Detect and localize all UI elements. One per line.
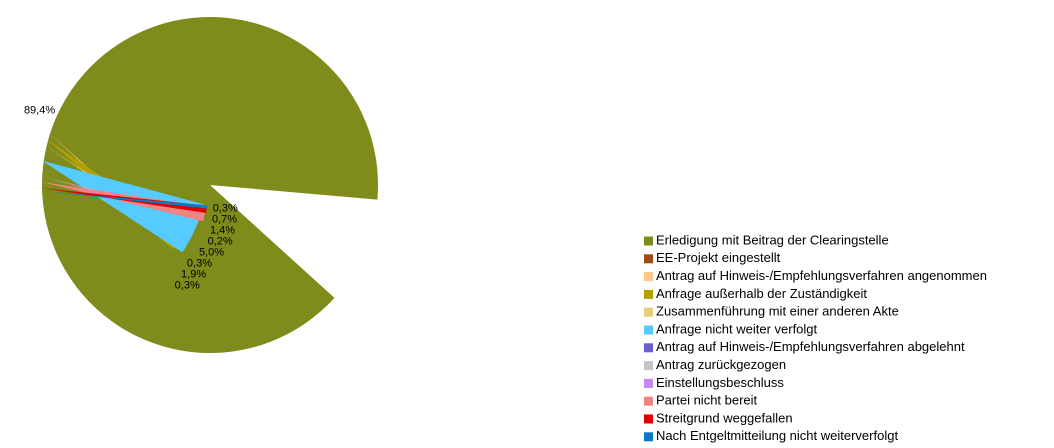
- legend-label: Partei nicht bereit: [656, 393, 758, 408]
- legend-label: Antrag auf Hinweis-/Empfehlungsverfahren…: [656, 268, 987, 283]
- legend-swatch: [644, 236, 653, 246]
- data-label: 0,7%: [212, 214, 237, 226]
- legend-label: Antrag zurückgezogen: [656, 357, 786, 372]
- pie-slice: [40, 187, 208, 213]
- data-label: 1,9%: [181, 269, 206, 281]
- legend-swatch: [644, 414, 653, 424]
- data-label: 0,3%: [175, 280, 200, 292]
- pie-slice: [42, 16, 378, 353]
- data-label: 0,3%: [213, 203, 238, 215]
- legend-label: Zusammenführung mit einer anderen Akte: [656, 304, 899, 319]
- pie-slice: [40, 181, 207, 222]
- legend-label: Streitgrund weggefallen: [656, 410, 793, 425]
- data-label: 0,3%: [187, 258, 212, 270]
- legend-label: EE-Projekt eingestellt: [656, 250, 781, 265]
- legend-swatch: [644, 307, 653, 317]
- legend-swatch: [644, 378, 653, 388]
- data-label: 0,2%: [208, 236, 233, 248]
- legend-label: Einstellungsbeschluss: [656, 375, 784, 390]
- legend-swatch: [644, 361, 653, 371]
- legend-label: Antrag auf Hinweis-/Empfehlungsverfahren…: [656, 339, 965, 354]
- pie-slice: [41, 160, 204, 253]
- legend-label: Anfrage nicht weiter verfolgt: [656, 321, 818, 336]
- data-label: 1,4%: [210, 225, 235, 237]
- legend-swatch: [644, 343, 653, 353]
- legend-swatch: [644, 325, 653, 335]
- legend-swatch: [644, 272, 653, 282]
- legend-label: Erledigung mit Beitrag der Clearingstell…: [656, 232, 889, 247]
- legend-label: Nach Entgeltmitteilung nicht weiterverfo…: [656, 428, 898, 443]
- data-label: 5,0%: [199, 247, 224, 259]
- legend-swatch: [644, 254, 653, 264]
- legend-swatch: [644, 289, 653, 299]
- pie-slice: [40, 190, 208, 209]
- legend-swatch: [644, 396, 653, 406]
- legend-label: Anfrage außerhalb der Zuständigkeit: [656, 286, 867, 301]
- legend-swatch: [644, 432, 653, 442]
- data-label: 89,4%: [24, 104, 55, 116]
